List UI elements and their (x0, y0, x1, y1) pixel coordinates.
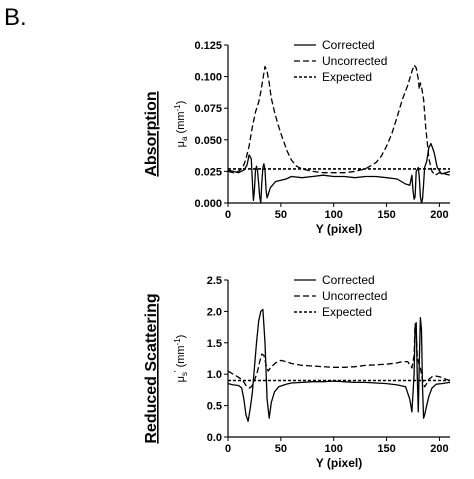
x-axis-label: Y (pixel) (316, 222, 362, 236)
y-axis-label-part: s (180, 372, 189, 376)
panel-label: B. (4, 4, 27, 31)
y-axis-label-part: μ (175, 376, 187, 382)
chart-2: 0.0 0.5 1.0 1.5 2.0 2.5 0 50 100 150 200 Y (pixel) μ… (143, 273, 451, 470)
y-axis-label-part: (mm (175, 111, 187, 136)
y-axis-label: μa (mm-1) (173, 101, 189, 148)
x-tick-label: 150 (377, 209, 395, 221)
y-tick-label: 0.100 (194, 72, 222, 84)
y-axis-label-part: -1 (173, 104, 182, 112)
y-tick-label: 2.0 (207, 306, 222, 318)
y-tick-label: 0.0 (207, 432, 222, 444)
x-tick-label: 100 (325, 443, 343, 455)
x-tick-label: 50 (275, 209, 287, 221)
y-tick-label: 0.5 (207, 401, 222, 413)
y-tick-label: 2.5 (207, 275, 222, 287)
x-tick-label: 0 (225, 209, 231, 221)
chart-1: 0.000 0.025 0.050 0.075 0.100 0.125 0 50 100 150 2… (143, 38, 451, 236)
y-tick-label: 0.000 (194, 198, 222, 210)
y-axis-label: μs' (mm-1) (173, 335, 189, 383)
y-axis-label-part: ) (175, 335, 187, 339)
y-axis-label-part: μ (175, 141, 187, 147)
series-corrected-line (227, 142, 451, 204)
y-tick-label: 1.5 (207, 338, 222, 350)
legend-label-uncorrected: Uncorrected (322, 54, 387, 68)
legend-label-corrected: Corrected (322, 38, 375, 52)
side-label: Reduced Scattering (143, 293, 160, 443)
y-tick-label: 0.125 (194, 40, 222, 52)
y-axis-label-part: ) (175, 101, 187, 105)
legend-label-corrected: Corrected (322, 273, 375, 287)
y-tick-label: 1.0 (207, 369, 222, 381)
y-axis-label-part: (mm (175, 345, 187, 370)
legend-label-uncorrected: Uncorrected (322, 289, 387, 303)
y-tick-label: 0.025 (194, 166, 222, 178)
y-axis-label-part: ' (173, 370, 182, 372)
x-tick-label: 150 (377, 443, 395, 455)
legend-label-expected: Expected (322, 70, 372, 84)
y-tick-label: 0.075 (194, 103, 222, 115)
x-tick-label: 200 (430, 443, 448, 455)
x-tick-label: 50 (275, 443, 287, 455)
side-label: Absorption (143, 91, 160, 176)
y-axis-label-part: -1 (173, 338, 182, 346)
legend-label-expected: Expected (322, 305, 372, 319)
x-tick-label: 0 (225, 443, 231, 455)
series-uncorrected-line (227, 323, 451, 389)
series-uncorrected-line (227, 64, 451, 176)
x-tick-label: 200 (430, 209, 448, 221)
series-corrected-line (227, 308, 451, 422)
y-axis-label-part: a (180, 136, 189, 141)
x-tick-label: 100 (325, 209, 343, 221)
y-tick-label: 0.050 (194, 135, 222, 147)
x-axis-label: Y (pixel) (316, 456, 362, 470)
